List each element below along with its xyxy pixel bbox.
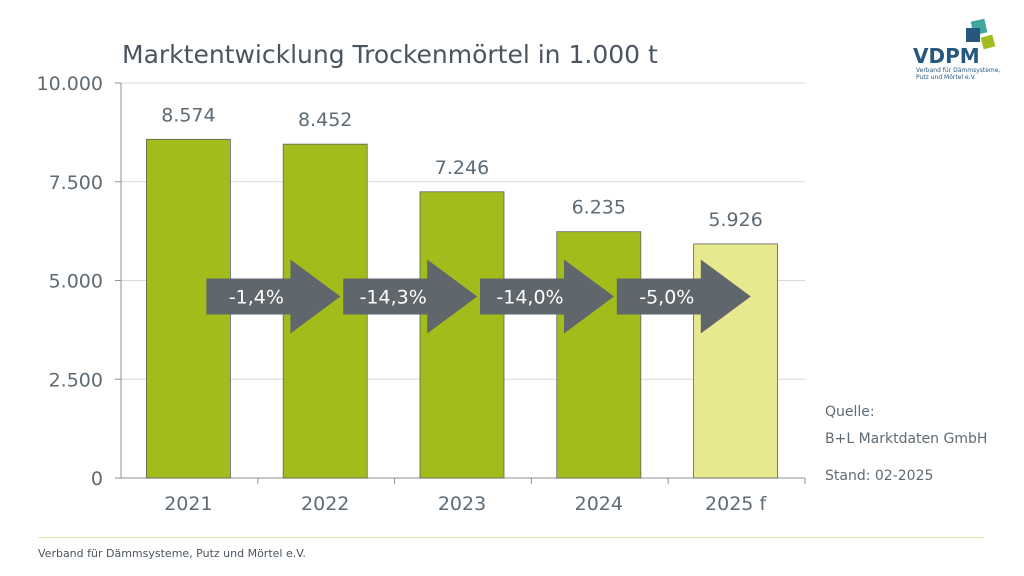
y-tick-label: 10.000 bbox=[37, 73, 103, 95]
footer-text: Verband für Dämmsysteme, Putz und Mörtel… bbox=[38, 547, 306, 560]
change-label: -1,4% bbox=[229, 287, 284, 309]
change-arrow bbox=[343, 259, 478, 334]
data-label: 6.235 bbox=[572, 197, 626, 219]
change-label: -5,0% bbox=[639, 287, 694, 309]
change-arrows: -1,4% -14,3% -14,0% -5,0% bbox=[206, 259, 751, 334]
data-label: 7.246 bbox=[435, 157, 489, 179]
logo-squares-icon bbox=[966, 18, 996, 50]
data-label: 8.574 bbox=[161, 104, 215, 126]
data-labels: 8.574 8.452 7.246 6.235 5.926 bbox=[161, 104, 763, 231]
vdpm-logo: VDPM Verband für Dämmsysteme, Putz und M… bbox=[906, 18, 1002, 88]
source-note: Quelle: B+L Marktdaten GmbH Stand: 02-20… bbox=[825, 399, 987, 490]
bar bbox=[419, 191, 505, 479]
logo-text: VDPM bbox=[913, 44, 980, 68]
source-name: B+L Marktdaten GmbH bbox=[825, 431, 988, 447]
x-tick-label: 2021 bbox=[164, 493, 212, 515]
y-tick-label: 5.000 bbox=[49, 271, 103, 293]
y-tick-label: 2.500 bbox=[49, 369, 103, 391]
footer-divider bbox=[38, 537, 984, 538]
y-tick-label: 0 bbox=[91, 468, 103, 490]
x-tick-label: 2025 f bbox=[705, 493, 767, 515]
bars bbox=[145, 138, 778, 479]
change-arrow bbox=[616, 259, 751, 334]
change-arrow bbox=[480, 259, 614, 334]
y-tick-label: 7.500 bbox=[49, 172, 103, 194]
change-arrow bbox=[206, 259, 341, 334]
chart-title: Marktentwicklung Trockenmörtel in 1.000 … bbox=[122, 40, 658, 69]
source-date: Stand: 02-2025 bbox=[825, 468, 934, 484]
logo-subtitle: Verband für Dämmsysteme, Putz und Mörtel… bbox=[916, 67, 1001, 81]
source-label: Quelle: bbox=[825, 404, 875, 420]
x-tick-label: 2022 bbox=[301, 493, 349, 515]
x-tick-label: 2024 bbox=[575, 493, 623, 515]
x-tick-label: 2023 bbox=[438, 493, 486, 515]
change-label: -14,0% bbox=[496, 287, 563, 309]
data-label: 8.452 bbox=[298, 109, 352, 131]
data-label: 5.926 bbox=[708, 209, 762, 231]
change-label: -14,3% bbox=[360, 287, 427, 309]
